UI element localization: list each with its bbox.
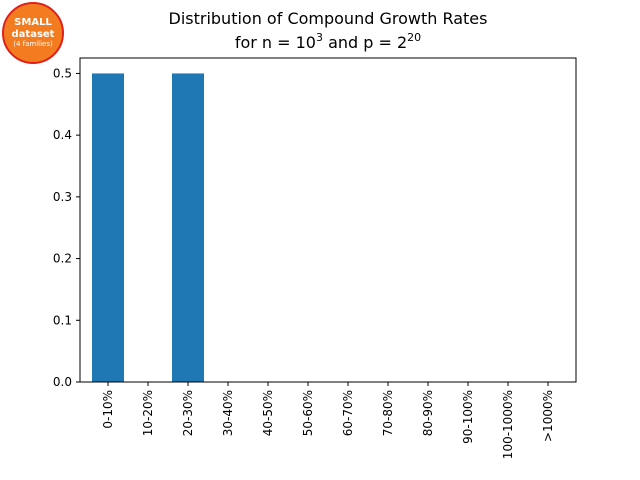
y-tick-label-1: 0.1 bbox=[53, 313, 72, 327]
chart-title-line-1: Distribution of Compound Growth Rates bbox=[169, 9, 488, 28]
x-tick-label-7: 70-80% bbox=[381, 390, 395, 436]
badge-line-3: (4 families) bbox=[13, 40, 53, 49]
bars-group bbox=[92, 73, 204, 382]
x-tick-label-11: >1000% bbox=[541, 390, 555, 442]
title-part-base-n: for n = 10 bbox=[235, 33, 316, 52]
bar-0 bbox=[92, 73, 124, 382]
x-tick-label-0: 0-10% bbox=[101, 390, 115, 429]
x-tick-label-2: 20-30% bbox=[181, 390, 195, 436]
x-tick-label-9: 90-100% bbox=[461, 390, 475, 444]
title-part-base-p: and p = 2 bbox=[323, 33, 407, 52]
x-tick-label-6: 60-70% bbox=[341, 390, 355, 436]
y-tick-label-3: 0.3 bbox=[53, 190, 72, 204]
y-tick-label-5: 0.5 bbox=[53, 66, 72, 80]
x-tick-label-10: 100-1000% bbox=[501, 390, 515, 459]
y-tick-label-2: 0.2 bbox=[53, 252, 72, 266]
x-tick-label-8: 80-90% bbox=[421, 390, 435, 436]
small-dataset-badge: SMALL dataset (4 families) bbox=[2, 2, 64, 64]
plot-frame bbox=[79, 57, 577, 383]
y-tick-label-0: 0.0 bbox=[53, 375, 72, 389]
badge-line-2: dataset bbox=[11, 28, 55, 40]
x-tick-label-3: 30-40% bbox=[221, 390, 235, 436]
x-tick-label-4: 40-50% bbox=[261, 390, 275, 436]
x-tick-label-5: 50-60% bbox=[301, 390, 315, 436]
y-axis: 0.0 0.1 0.2 0.3 0.4 0.5 bbox=[53, 66, 80, 389]
chart-title-line-2: for n = 103 and p = 220 bbox=[235, 31, 421, 52]
y-tick-label-4: 0.4 bbox=[53, 128, 72, 142]
x-axis: 0-10% 10-20% 20-30% 30-40% 40-50% 50-60% 60-70… bbox=[101, 382, 555, 459]
badge-line-1: SMALL bbox=[14, 17, 52, 29]
bar-2 bbox=[172, 73, 204, 382]
title-part-exp-n: 3 bbox=[316, 31, 323, 44]
title-part-exp-p: 20 bbox=[407, 31, 421, 44]
x-tick-label-1: 10-20% bbox=[141, 390, 155, 436]
